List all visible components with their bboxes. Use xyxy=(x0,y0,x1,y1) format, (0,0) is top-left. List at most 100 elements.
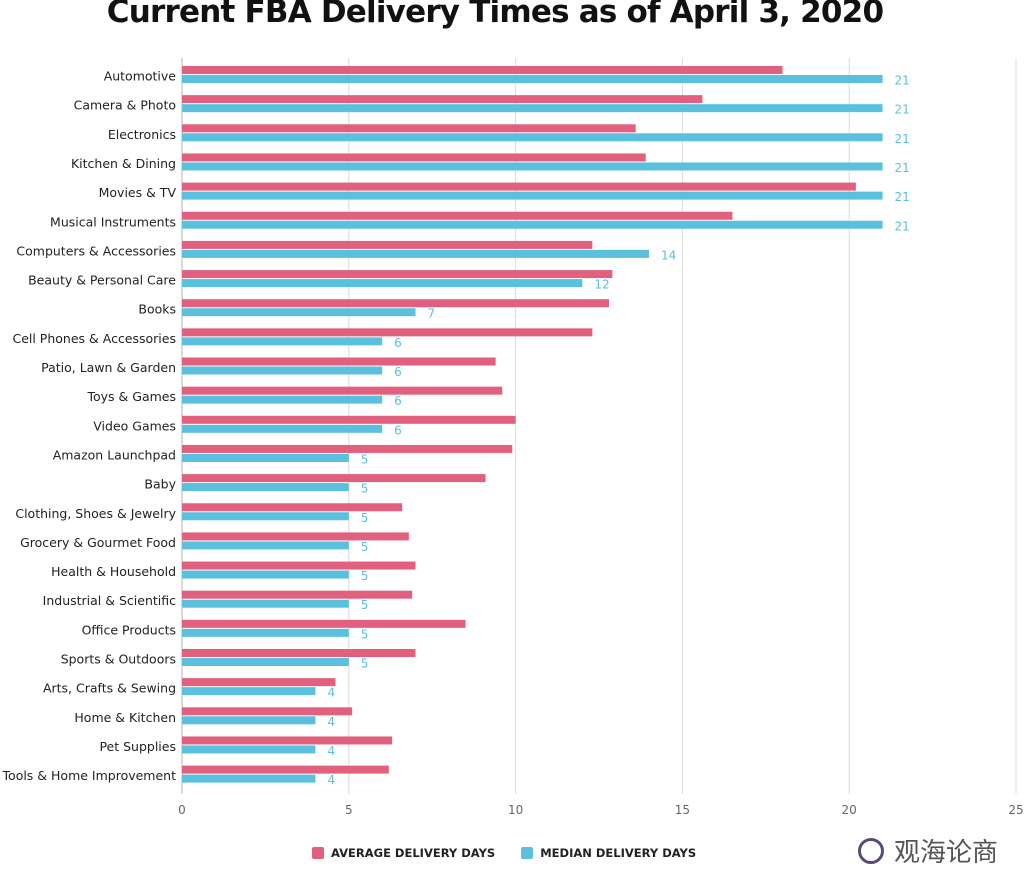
bar-average xyxy=(182,95,703,104)
bar-average xyxy=(182,444,513,453)
bars xyxy=(182,66,883,783)
data-label-median: 21 xyxy=(895,103,910,117)
bar-average xyxy=(182,153,646,162)
category-label: Electronics xyxy=(108,127,176,142)
data-label-median: 21 xyxy=(895,190,910,204)
bar-median xyxy=(182,308,416,317)
category-label: Camera & Photo xyxy=(74,98,176,113)
category-label: Musical Instruments xyxy=(50,214,176,229)
category-label: Patio, Lawn & Garden xyxy=(41,360,176,375)
bar-average xyxy=(182,299,610,308)
category-label: Office Products xyxy=(82,622,176,637)
bar-average xyxy=(182,649,416,657)
data-label-median: 4 xyxy=(327,686,335,700)
category-label: Beauty & Personal Care xyxy=(28,273,176,288)
watermark-text: 观海论商 xyxy=(894,838,999,868)
data-label-median: 6 xyxy=(394,365,402,379)
category-label: Movies & TV xyxy=(99,185,177,200)
category-label: Books xyxy=(138,302,176,317)
bar-average xyxy=(182,357,496,366)
data-label-median: 14 xyxy=(661,248,676,262)
x-axis: 0 5 10 15 20 25 xyxy=(178,803,1023,817)
x-tick-label: 15 xyxy=(675,803,690,817)
legend-label-average: AVERAGE DELIVERY DAYS xyxy=(331,846,496,860)
bar-average xyxy=(182,386,503,395)
bar-average xyxy=(182,182,856,191)
data-label-median: 5 xyxy=(361,511,369,525)
bar-median xyxy=(182,453,349,462)
bar-average xyxy=(182,532,409,541)
bar-median xyxy=(182,658,349,666)
bar-median xyxy=(182,570,349,579)
bar-average xyxy=(182,474,486,483)
legend-swatch-median xyxy=(521,847,534,859)
data-label-median: 5 xyxy=(361,657,369,671)
category-label: Clothing, Shoes & Jewelry xyxy=(15,506,176,521)
data-label-median: 21 xyxy=(895,219,910,233)
bar-median xyxy=(182,75,883,83)
bar-median xyxy=(182,424,383,433)
data-label-median: 4 xyxy=(327,715,335,729)
bar-median xyxy=(182,395,383,404)
data-label-median: 6 xyxy=(394,423,402,437)
x-tick-label: 10 xyxy=(508,803,523,817)
bar-median xyxy=(182,191,883,200)
watermark-logo-icon xyxy=(858,837,884,864)
bar-median xyxy=(182,628,349,637)
data-label-median: 5 xyxy=(361,598,369,612)
bar-average xyxy=(182,678,336,687)
bar-median xyxy=(182,133,883,142)
data-label-median: 6 xyxy=(394,336,402,350)
category-label: Pet Supplies xyxy=(99,739,176,754)
bar-average xyxy=(182,619,466,628)
bar-median xyxy=(182,366,383,375)
bar-average xyxy=(182,736,393,745)
bar-median xyxy=(182,716,316,725)
bar-median xyxy=(182,279,583,288)
bar-average xyxy=(182,328,593,337)
data-label-median: 21 xyxy=(895,74,910,88)
data-label-median: 5 xyxy=(361,452,369,466)
category-label: Sports & Outdoors xyxy=(61,652,176,667)
bar-median xyxy=(182,745,316,754)
bar-median xyxy=(182,249,650,258)
bar-average xyxy=(182,211,733,220)
legend-item-average: AVERAGE DELIVERY DAYS xyxy=(312,846,495,860)
x-tick-label: 5 xyxy=(345,803,353,817)
bar-average xyxy=(182,415,516,424)
category-label: Automotive xyxy=(104,69,177,84)
data-label-median: 21 xyxy=(895,132,910,146)
data-label-median: 5 xyxy=(361,482,369,496)
x-tick-label: 20 xyxy=(842,803,857,817)
category-label: Baby xyxy=(144,477,176,492)
bar-median xyxy=(182,483,349,492)
data-label-median: 4 xyxy=(327,744,335,758)
category-label: Cell Phones & Accessories xyxy=(12,331,176,346)
bar-average xyxy=(182,590,413,599)
bar-median xyxy=(182,774,316,783)
data-labels: 21 21 21 21 21 21 14 12 7 6 6 6 6 5 5 5 5 5 5 5 5 4 4 4 4 xyxy=(327,74,909,788)
legend: AVERAGE DELIVERY DAYS MEDIAN DELIVERY DA… xyxy=(312,846,696,860)
data-label-median: 6 xyxy=(394,394,402,408)
bar-average xyxy=(182,707,353,716)
category-label: Toys & Games xyxy=(87,389,177,404)
category-label: Tools & Home Improvement xyxy=(2,768,177,783)
category-label: Home & Kitchen xyxy=(74,710,176,725)
category-label: Health & Household xyxy=(51,564,176,579)
chart-title: Current FBA Delivery Times as of April 3… xyxy=(106,0,884,30)
category-label: Video Games xyxy=(93,418,176,433)
bar-median xyxy=(182,220,883,229)
bar-median xyxy=(182,541,349,550)
category-label: Arts, Crafts & Sewing xyxy=(43,681,176,696)
data-label-median: 21 xyxy=(895,161,910,175)
data-label-median: 12 xyxy=(594,278,609,292)
bar-average xyxy=(182,240,593,249)
bar-average xyxy=(182,765,389,774)
bar-average xyxy=(182,503,403,512)
bar-median xyxy=(182,104,883,113)
bar-average xyxy=(182,561,416,570)
legend-item-median: MEDIAN DELIVERY DAYS xyxy=(521,846,696,860)
x-tick-label: 0 xyxy=(178,803,186,817)
data-label-median: 5 xyxy=(361,627,369,641)
